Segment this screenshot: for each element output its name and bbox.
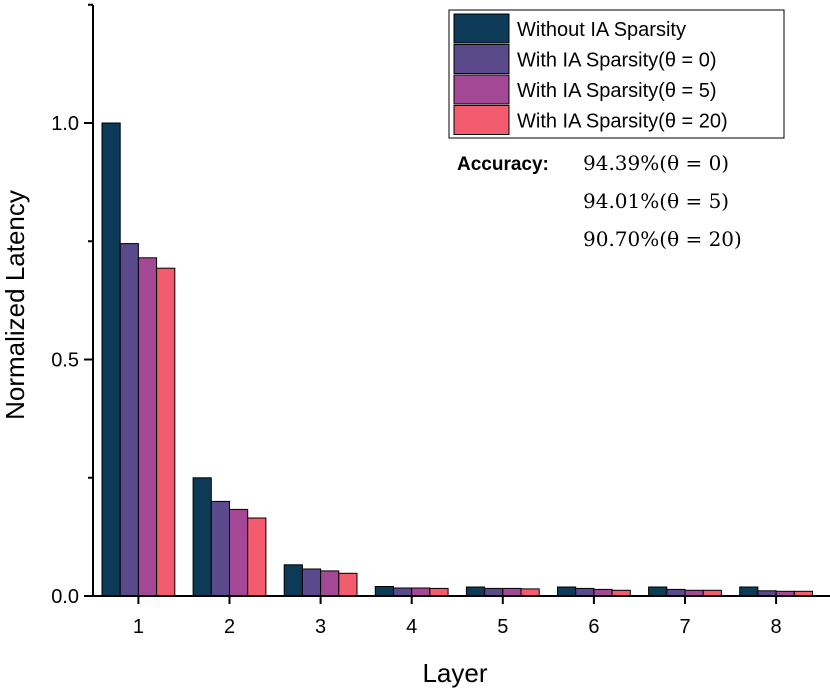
x-ticks: 1 2 3 4 5 6 7 8: [133, 596, 782, 638]
bar-s3-layer-5: [502, 587, 522, 597]
bar-s2-layer-2: [210, 500, 231, 597]
accuracy-line-1: 94.39%(θ = 0): [583, 151, 729, 175]
bar-s4-layer-5: [520, 588, 540, 597]
bar-s3-layer-3: [320, 570, 340, 597]
bar-s3-layer-1: [137, 257, 158, 597]
y-tick-label: 0.5: [51, 350, 79, 372]
x-tick-label: 3: [315, 616, 326, 638]
accuracy-label: Accuracy:: [457, 154, 549, 175]
legend-swatch-1: [453, 13, 510, 44]
bars-layer: [101, 122, 813, 597]
legend-swatch-2: [453, 44, 510, 74]
legend-swatch-3: [453, 74, 510, 105]
bar-s4-layer-3: [338, 572, 358, 597]
legend-swatch-4: [453, 105, 510, 135]
x-tick-label: 1: [133, 616, 144, 638]
bar-s1-layer-4: [374, 586, 394, 597]
x-tick-label: 2: [224, 616, 235, 638]
x-axis-label: Layer: [422, 658, 487, 688]
bar-s3-layer-2: [229, 508, 249, 597]
bar-s1-layer-8: [739, 586, 759, 597]
legend: Without IA Sparsity With IA Sparsity(θ = …: [448, 9, 785, 139]
bar-s2-layer-6: [575, 587, 595, 597]
bar-s4-layer-2: [247, 517, 267, 597]
x-tick-label: 4: [406, 616, 417, 638]
legend-label-1: Without IA Sparsity: [517, 19, 686, 41]
bar-s4-layer-1: [156, 267, 176, 597]
bar-s1-layer-2: [192, 477, 212, 597]
bar-s3-layer-4: [411, 587, 431, 597]
legend-label-4: With IA Sparsity(θ = 20): [517, 111, 728, 133]
bar-s2-layer-1: [119, 243, 139, 597]
bar-s2-layer-4: [393, 587, 413, 597]
y-tick-label: 1.0: [51, 113, 79, 135]
y-axis-label: Normalized Latency: [0, 190, 30, 420]
y-ticks: 0.0 0.5 1.0: [51, 3, 93, 608]
y-tick-label: 0.0: [51, 586, 79, 608]
bar-s1-layer-1: [101, 122, 121, 597]
bar-s2-layer-5: [484, 587, 504, 597]
accuracy-line-2: 94.01%(θ = 5): [583, 189, 729, 213]
bar-s1-layer-5: [465, 586, 486, 597]
x-tick-label: 7: [679, 616, 690, 638]
bar-s1-layer-6: [557, 586, 577, 597]
x-tick-label: 8: [771, 616, 782, 638]
x-tick-label: 5: [497, 616, 508, 638]
legend-label-2: With IA Sparsity(θ = 0): [517, 50, 717, 72]
bar-s1-layer-7: [648, 586, 668, 597]
bar-s4-layer-4: [429, 587, 449, 597]
x-tick-label: 6: [588, 616, 599, 638]
accuracy-annotation: Accuracy: 94.39%(θ = 0) 94.01%(θ = 5) 90…: [457, 151, 742, 251]
bar-s2-layer-3: [301, 568, 322, 597]
accuracy-line-3: 90.70%(θ = 20): [583, 227, 742, 251]
legend-label-3: With IA Sparsity(θ = 5): [517, 80, 717, 102]
bar-s1-layer-3: [283, 564, 303, 597]
